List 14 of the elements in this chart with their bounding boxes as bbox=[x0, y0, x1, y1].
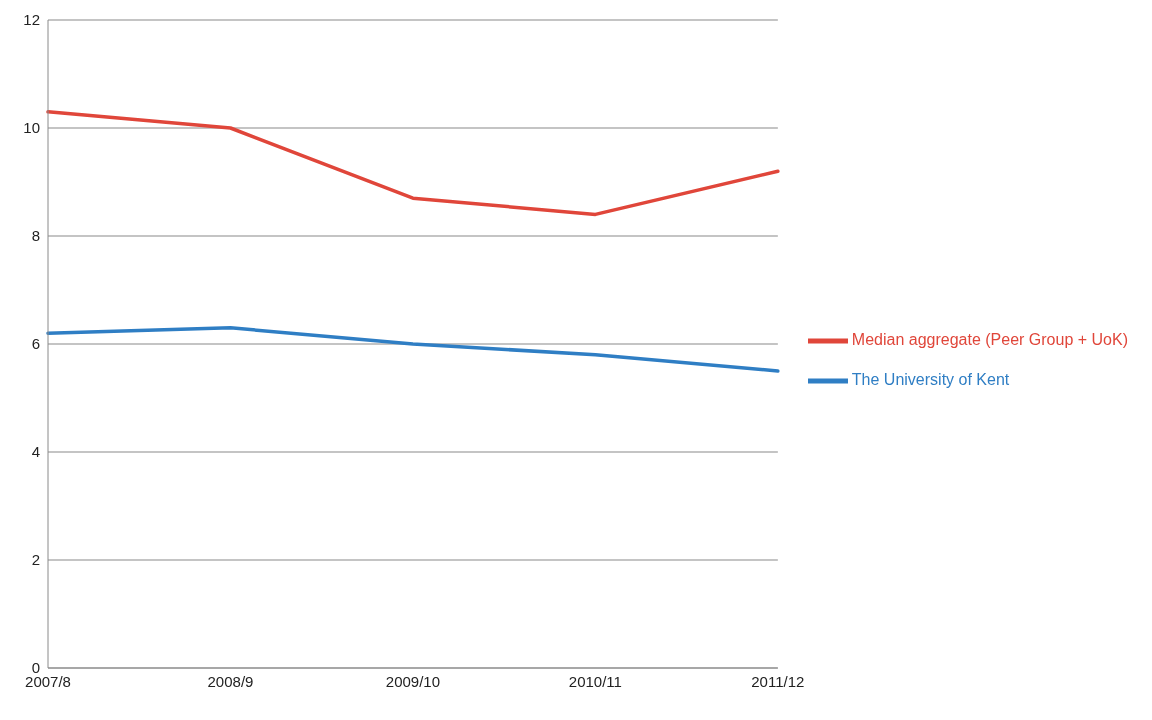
line-series bbox=[46, 110, 780, 217]
x-tick-label: 2010/11 bbox=[568, 672, 622, 690]
y-tick-label: 4 bbox=[31, 443, 40, 461]
y-tick-label: 2 bbox=[31, 551, 40, 569]
y-tick-label: 8 bbox=[31, 227, 40, 245]
legend-label: Median aggregate (Peer Group + UoK) bbox=[851, 331, 1128, 349]
legend-label: The University of Kent bbox=[851, 371, 1010, 389]
x-tick-label: 2009/10 bbox=[385, 672, 441, 690]
y-tick-label: 10 bbox=[23, 119, 40, 137]
line-series bbox=[46, 326, 780, 373]
y-tick-label: 6 bbox=[31, 335, 40, 353]
x-tick-label: 2011/12 bbox=[751, 672, 805, 690]
x-tick-label: 2008/9 bbox=[207, 672, 254, 690]
y-tick-label: 12 bbox=[23, 11, 40, 29]
